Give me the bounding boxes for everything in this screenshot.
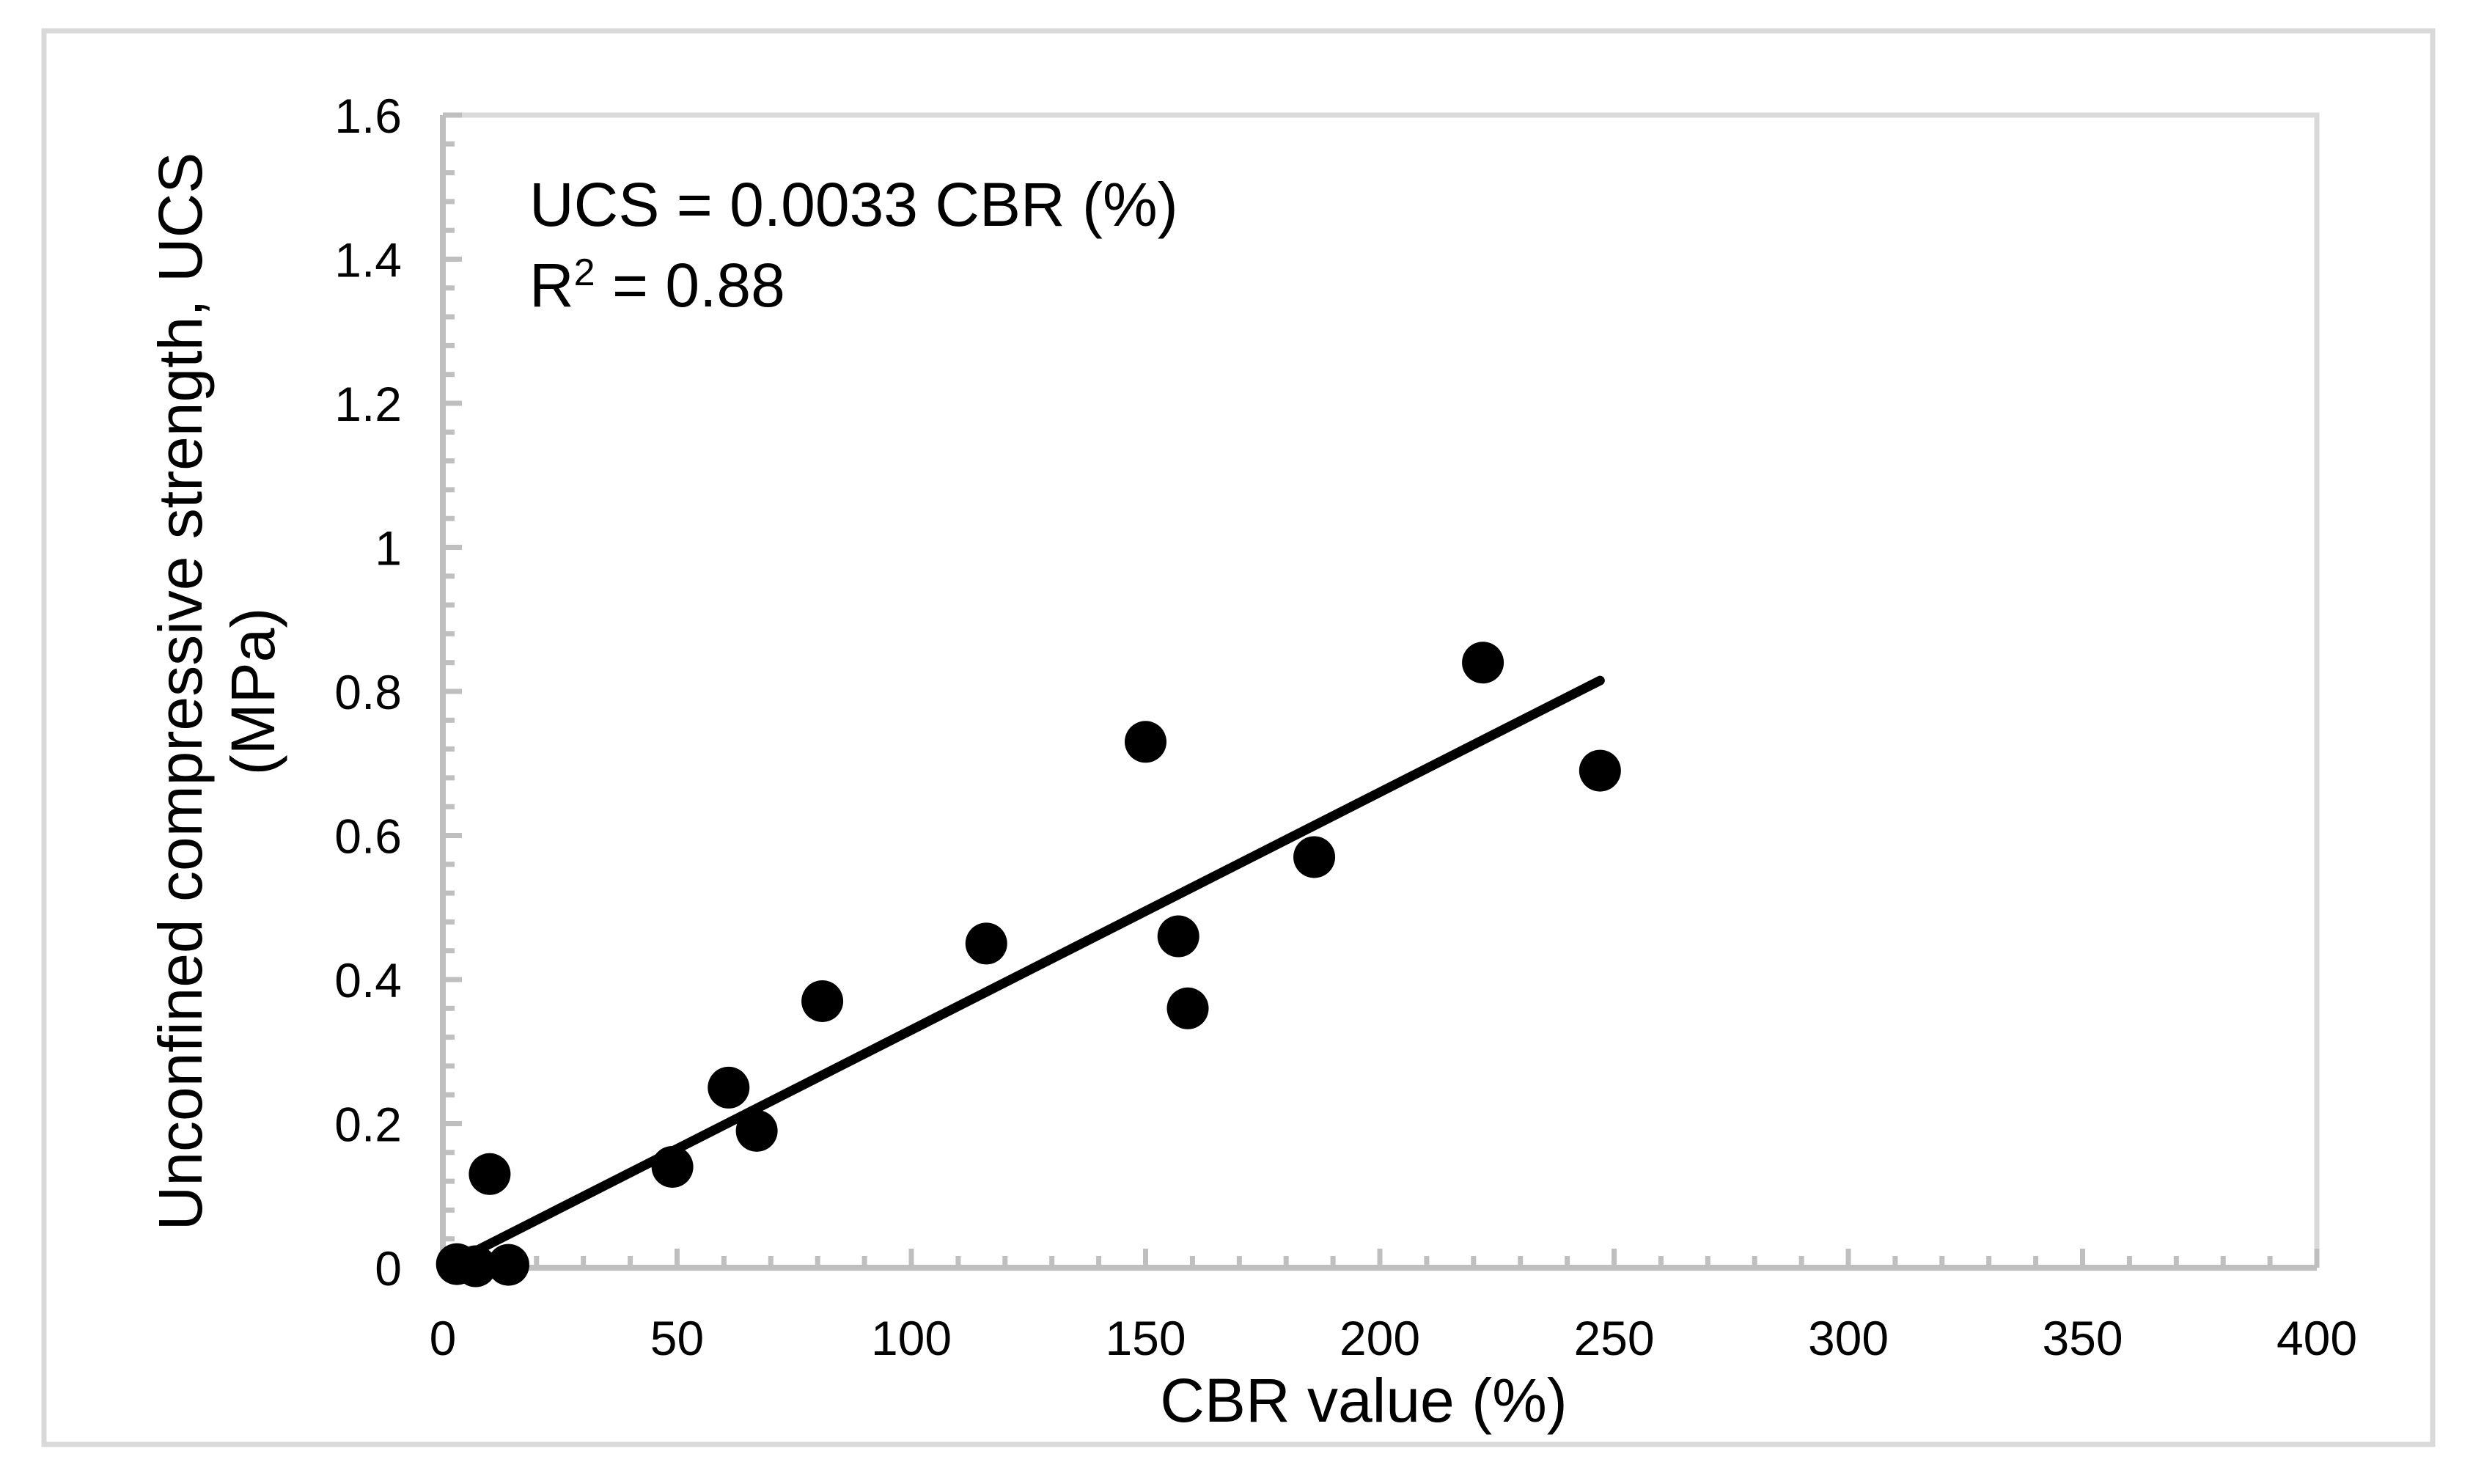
y-tick-label: 1.4 [334, 233, 402, 287]
x-axis-title: CBR value (%) [1160, 1366, 1568, 1435]
y-tick-label: 1.6 [334, 89, 402, 143]
x-tick-label: 350 [2042, 1311, 2123, 1365]
data-point [735, 1109, 778, 1152]
x-tick-label: 200 [1340, 1311, 1420, 1365]
data-point [487, 1244, 529, 1286]
y-tick-label: 0 [375, 1241, 402, 1296]
figure-border [41, 28, 2436, 1447]
data-point [468, 1153, 511, 1195]
y-axis-title-line2: (MPa) [218, 607, 287, 776]
r-squared-label: R2 = 0.88 [529, 251, 785, 320]
x-tick-label: 50 [650, 1311, 704, 1365]
data-point [1166, 987, 1209, 1029]
y-axis-title: Unconfined compressive strength, UCS (MP… [144, 153, 290, 1231]
data-point [708, 1066, 750, 1109]
x-tick-label: 0 [430, 1311, 457, 1365]
x-tick-label: 150 [1105, 1311, 1186, 1365]
data-point [965, 922, 1007, 965]
plot-border [443, 112, 2320, 1268]
data-point [1293, 836, 1336, 878]
x-tick-label: 100 [871, 1311, 952, 1365]
x-tick-label: 250 [1573, 1311, 1654, 1365]
data-point [801, 980, 844, 1022]
data-point [1579, 749, 1621, 792]
x-tick-label: 300 [1808, 1311, 1889, 1365]
trendline-equation: UCS = 0.0033 CBR (%) [529, 170, 1178, 239]
trend-line [452, 675, 1605, 1266]
data-point [1125, 721, 1166, 763]
x-tick-label: 400 [2277, 1311, 2357, 1365]
y-tick-label: 0.8 [334, 665, 402, 719]
data-point [455, 1245, 497, 1288]
y-tick-label: 0.4 [334, 953, 402, 1007]
data-point [651, 1145, 694, 1188]
r-squared-exponent: 2 [573, 251, 595, 295]
y-axis-title-line1: Unconfined compressive strength, UCS [145, 152, 215, 1231]
y-tick-label: 0.2 [334, 1098, 402, 1152]
data-point [1462, 642, 1504, 684]
y-tick-label: 1 [375, 521, 402, 576]
y-tick-label: 1.2 [334, 377, 402, 431]
trendline-annotation: UCS = 0.0033 CBR (%) R2 = 0.88 [529, 164, 1178, 326]
data-point [1157, 915, 1199, 958]
y-tick-label: 0.6 [334, 809, 402, 864]
